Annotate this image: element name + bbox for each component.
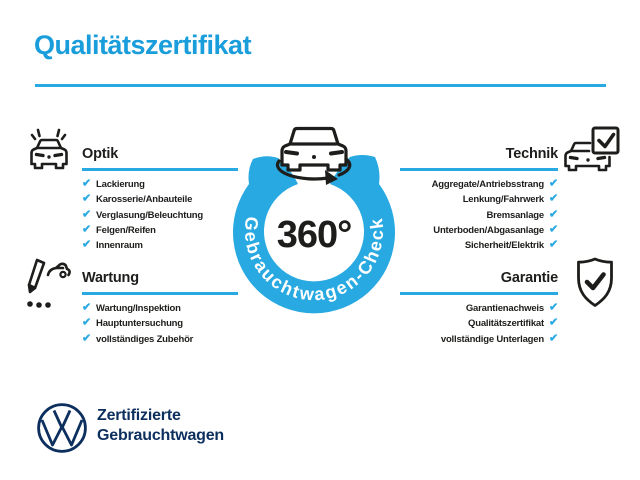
brand-text: Zertifizierte Gebrauchtwagen	[97, 406, 224, 445]
checklist-item-label: Qualitätszertifikat	[468, 318, 544, 330]
badge-360-check: 360° Gebrauchtwagen-Check	[233, 126, 395, 314]
checklist-item: Lenkung/Fahrwerk ✔	[400, 192, 558, 207]
car-rotation-icon	[275, 126, 352, 181]
check-icon: ✔	[548, 208, 558, 221]
checklist-item-label: Lenkung/Fahrwerk	[462, 194, 544, 206]
checklist-item: Qualitätszertifikat ✔	[400, 316, 558, 331]
page-title: Qualitätszertifikat	[34, 30, 252, 60]
brand-line1: Zertifizierte	[97, 407, 181, 424]
checklist-item: ✔ Hauptuntersuchung	[82, 316, 238, 331]
checklist-item-label: Felgen/Reifen	[96, 225, 156, 237]
check-icon: ✔	[548, 238, 558, 251]
car-checkbox-icon	[564, 126, 620, 172]
checklist-item-label: Sicherheit/Elektrik	[464, 240, 544, 252]
checklist-item-label: Aggregate/Antriebsstrang	[431, 179, 545, 191]
section-wartung: Wartung ✔ Wartung/Inspektion ✔ Hauptuntersu…	[82, 270, 238, 347]
checklist-item-label: vollständiges Zubehör	[96, 333, 194, 345]
checklist-item-label: Garantienachweis	[465, 303, 544, 315]
optik-checklist: ✔ Lackierung ✔ Karosserie/Anbauteile ✔ Vergla…	[82, 177, 238, 253]
checklist-item-label: Bremsanlage	[486, 209, 545, 221]
checklist-item-label: Karosserie/Anbauteile	[96, 194, 193, 206]
check-icon: ✔	[82, 332, 92, 345]
checklist-item-label: Unterboden/Abgasanlage	[433, 225, 544, 237]
check-icon: ✔	[82, 223, 92, 236]
badge-degrees: 360°	[277, 214, 352, 256]
inspection-pen-car-icon	[27, 258, 71, 308]
section-garantie: Garantie Garantienachweis ✔ Qualitätszerti…	[400, 270, 558, 347]
vw-logo	[37, 403, 87, 453]
check-icon: ✔	[82, 316, 92, 329]
section-title-garantie: Garantie	[500, 270, 558, 286]
section-title-optik: Optik	[82, 146, 119, 162]
check-icon: ✔	[82, 301, 92, 314]
checklist-item: ✔ Verglasung/Beleuchtung	[82, 208, 238, 223]
garantie-checklist: Garantienachweis ✔ Qualitätszertifikat ✔ vol…	[400, 301, 558, 347]
checklist-item-label: Hauptuntersuchung	[96, 318, 183, 330]
car-front-shine-icon	[30, 128, 68, 170]
checklist-item: Aggregate/Antriebsstrang ✔	[400, 177, 559, 192]
check-icon: ✔	[548, 223, 558, 236]
checklist-item-label: Lackierung	[96, 179, 145, 191]
brand-line2: Gebrauchtwagen	[97, 426, 225, 444]
checklist-item-label: Innenraum	[96, 240, 143, 252]
shield-check-icon	[577, 257, 613, 307]
section-optik: Optik ✔ Lackierung ✔ Karosserie/Anbauteile ✔…	[82, 146, 238, 253]
section-divider	[82, 292, 238, 295]
checklist-item: ✔ Karosserie/Anbauteile	[82, 192, 238, 207]
checklist-item: Garantienachweis ✔	[400, 301, 558, 316]
check-icon: ✔	[82, 238, 92, 251]
checklist-item-label: vollständige Unterlagen	[440, 333, 544, 345]
checklist-item: ✔ Wartung/Inspektion	[82, 301, 238, 316]
checklist-item: ✔ Innenraum	[82, 238, 238, 253]
check-icon: ✔	[548, 192, 558, 205]
section-divider	[82, 168, 238, 171]
check-icon: ✔	[548, 301, 558, 314]
check-icon: ✔	[82, 192, 92, 205]
check-icon: ✔	[548, 332, 558, 345]
checklist-item-label: Verglasung/Beleuchtung	[96, 209, 204, 221]
ring-shape	[233, 155, 395, 314]
section-title-wartung: Wartung	[82, 270, 139, 286]
checklist-item: Unterboden/Abgasanlage ✔	[400, 223, 558, 238]
section-title-technik: Technik	[505, 146, 559, 162]
checklist-item: Bremsanlage ✔	[400, 208, 559, 223]
checklist-item: ✔ vollständiges Zubehör	[82, 332, 238, 347]
check-icon: ✔	[548, 316, 558, 329]
wartung-checklist: ✔ Wartung/Inspektion ✔ Hauptuntersuchung ✔ vo…	[82, 301, 238, 347]
checklist-item: Sicherheit/Elektrik ✔	[400, 238, 558, 253]
check-icon: ✔	[82, 208, 92, 221]
checklist-item: ✔ Felgen/Reifen	[82, 223, 238, 238]
checklist-item-label: Wartung/Inspektion	[96, 303, 181, 315]
technik-checklist: Aggregate/Antriebsstrang ✔ Lenkung/Fahrwer…	[400, 177, 559, 253]
section-technik: Technik Aggregate/Antriebsstrang ✔ Lenkung…	[400, 146, 558, 253]
section-divider	[400, 292, 558, 295]
checklist-item: vollständige Unterlagen ✔	[400, 332, 558, 347]
rotation-arrowhead	[325, 170, 338, 185]
section-divider	[400, 168, 558, 171]
checklist-item: ✔ Lackierung	[82, 177, 238, 192]
header-divider	[35, 84, 606, 87]
check-icon: ✔	[82, 177, 92, 190]
check-icon: ✔	[548, 177, 558, 190]
